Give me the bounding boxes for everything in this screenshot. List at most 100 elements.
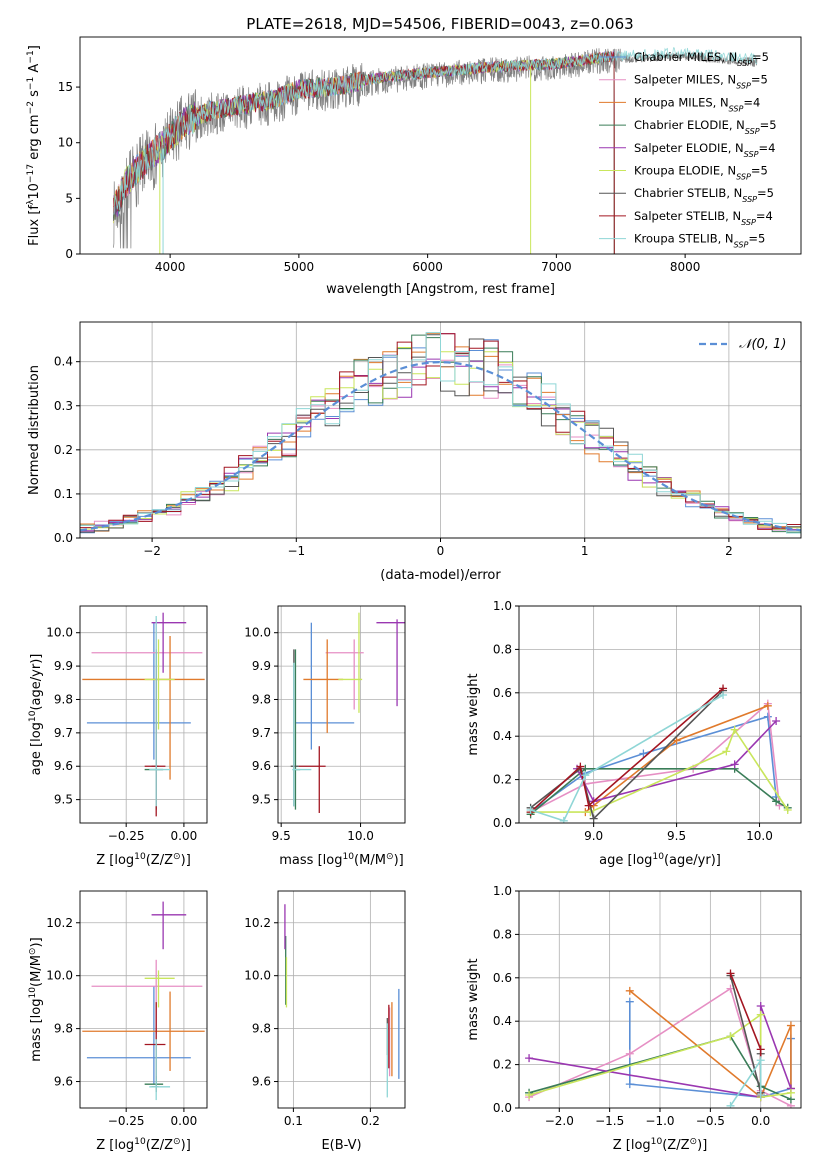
axes-frame [277, 605, 406, 824]
y-tick-label: 0.0 [493, 816, 512, 830]
x-tick-label: 4000 [155, 260, 186, 274]
axes-residual_histogram: −2 −1 0 1 2 0.0 0.1 0.2 0.3 0.4 (data-model)/error… [27, 321, 802, 583]
axes-age_vs_mass: 9.5 10.0 9.5 9.6 9.7 9.8 9.9 10.0 mass [log10(M/… [244, 605, 406, 868]
errorbar-point-3 [82, 636, 205, 780]
errorbar-point-5 [151, 901, 187, 950]
series-marker [756, 1010, 765, 1019]
y-tick-label: 1.0 [493, 599, 512, 613]
x-tick-label: 2 [725, 544, 733, 558]
axes-frame [79, 890, 208, 1109]
series-marker [586, 808, 595, 817]
x-tick-label: 0.1 [284, 1114, 303, 1128]
series-marker [584, 801, 593, 810]
series-marker [719, 690, 728, 699]
legend-entry: Kroupa STELIB, NSSP=5 [634, 232, 765, 250]
plot-area-spectrum [113, 47, 758, 254]
x-tick-label: 1 [581, 544, 589, 558]
y-tick-label: 9.8 [252, 692, 271, 706]
axes-mass_weight_vs_Z: −2.0 −1.5 −1.0 −0.5 0.0 0.0 0.2 0.4 0.6 0.8 1.0 Z [… [466, 884, 802, 1153]
y-tick-label: 0.6 [493, 971, 512, 985]
y-tick-label: 0.8 [493, 927, 512, 941]
errorbar-point-1 [86, 986, 191, 1085]
errorbar-point-8 [298, 746, 326, 813]
normal-reference-curve [80, 360, 801, 532]
legend-entry: 𝒩(0, 1) [739, 337, 786, 352]
y-tick-label: 9.5 [54, 793, 73, 807]
y-tick-label: 0.3 [54, 399, 73, 413]
axes-frame [79, 321, 802, 539]
errorbar-point-2 [325, 639, 364, 710]
x-tick-label: 10.0 [347, 829, 374, 843]
mass-weight-series-9 [729, 1057, 762, 1107]
legend-entry: Kroupa ELODIE, NSSP=5 [634, 164, 768, 182]
y-tick-label: 9.7 [54, 726, 73, 740]
errorbar-point-7 [151, 649, 159, 800]
y-tick-label: 0.8 [493, 642, 512, 656]
y-tick-label: 9.7 [252, 726, 271, 740]
errorbar-point-4 [293, 649, 301, 810]
mass-weight-series-7 [729, 975, 762, 1093]
x-tick-label: 9.5 [667, 829, 686, 843]
y-tick-label: 0.2 [493, 1058, 512, 1072]
errorbar-point-2 [91, 959, 203, 1034]
mass-weight-series-8 [530, 687, 724, 813]
y-tick-label: 0.2 [54, 443, 73, 457]
series-marker [756, 1045, 765, 1054]
x-tick-label: −0.25 [108, 1114, 145, 1128]
x-tick-label: 0.00 [171, 829, 198, 843]
legend-entry: Salpeter ELODIE, NSSP=4 [634, 141, 775, 159]
y-tick-label: 10.2 [244, 916, 271, 930]
x-tick-label: −0.25 [108, 829, 145, 843]
x-tick-label: 6000 [412, 260, 443, 274]
series-marker [625, 997, 634, 1006]
x-tick-label: 0 [437, 544, 445, 558]
plot-area-mass_weight_vs_Z [525, 969, 795, 1108]
series-marker [581, 771, 590, 780]
plot-area-residual_histogram [80, 332, 801, 534]
x-axis-label: mass [log10(M/M⊙)] [279, 852, 403, 868]
y-tick-label: 9.8 [54, 692, 73, 706]
series-marker [763, 712, 772, 721]
legend-entry: Chabrier MILES, NSSP=5 [634, 50, 769, 68]
mass-weight-series-1 [530, 715, 777, 813]
axes-frame [79, 605, 208, 824]
errorbar-point-1 [86, 622, 191, 760]
x-tick-label: 8000 [670, 260, 701, 274]
axes-frame [518, 605, 802, 824]
y-tick-label: 15 [58, 80, 73, 94]
axes-frame [277, 890, 406, 1109]
mass-weight-series-3 [584, 705, 769, 813]
y-tick-label: 0.1 [54, 487, 73, 501]
y-tick-label: 10.0 [244, 969, 271, 983]
series-marker [772, 717, 781, 726]
histogram-series-9 [80, 332, 801, 534]
x-tick-label: 0.2 [361, 1114, 380, 1128]
axes-age_vs_Z: −0.25 0.00 9.5 9.6 9.7 9.8 9.9 10.0 Z [log10(Z/Z… [28, 605, 208, 868]
errorbar-point-7 [151, 1078, 159, 1093]
legend-entry: Chabrier ELODIE, NSSP=5 [634, 118, 777, 136]
mass-weight-series-9 [530, 694, 724, 822]
x-tick-label: 7000 [541, 260, 572, 274]
series-marker [576, 762, 585, 771]
model-spectrum-8 [113, 51, 615, 254]
y-tick-label: 0.0 [493, 1101, 512, 1115]
series-marker [625, 1080, 634, 1089]
x-tick-label: −0.5 [696, 1114, 725, 1128]
errorbar-point-6 [144, 970, 175, 1008]
y-tick-label: 9.6 [252, 759, 271, 773]
y-axis-label: Normed distribution [27, 365, 42, 495]
x-axis-label: age [log10(age/yr)] [599, 852, 721, 868]
x-tick-label: 0.0 [751, 1114, 770, 1128]
axes-spectrum: 4000 5000 6000 7000 8000 0 5 10 15 wavelength [An… [26, 36, 802, 297]
series-marker [672, 736, 681, 745]
mass-weight-series-7 [530, 690, 724, 821]
plot-area-age_vs_mass [290, 612, 405, 813]
mass-weight-series-6 [530, 727, 789, 813]
spectrum-legend: Chabrier MILES, NSSP=5 Salpeter MILES, NS… [599, 50, 777, 249]
x-axis-label: (data-model)/error [380, 568, 501, 583]
x-tick-label: −1.0 [645, 1114, 674, 1128]
axes-frame [518, 890, 802, 1109]
mass-weight-series-3 [629, 990, 792, 1099]
series-marker [756, 1056, 765, 1065]
errorbar-point-5 [151, 612, 187, 673]
